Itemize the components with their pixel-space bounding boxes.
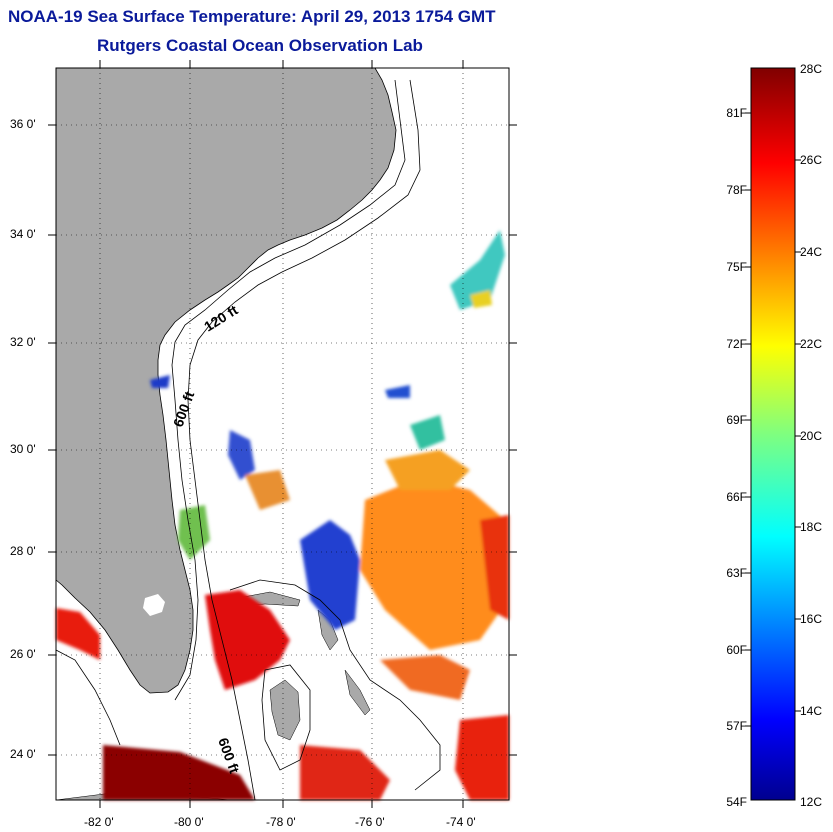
sst-patch-blue-small-2 [385,385,410,398]
bahamas-andros [269,679,301,741]
sst-patch-blue-streaks [300,520,360,630]
colorbar-f-label: 78F [726,183,747,197]
sst-patch-florida-straits [205,590,290,690]
lat-label: 28 0' [10,544,36,558]
colorbar-f-label: 81F [726,106,747,120]
colorbar-c-label: 12C [800,795,823,809]
lon-label: -80 0' [174,815,204,829]
contour-keys [55,649,121,746]
contour-600ft [187,79,421,801]
lon-label: -74 0' [446,815,476,829]
colorbar-c-label: 20C [800,429,823,443]
graticule [56,68,509,800]
map-title: NOAA-19 Sea Surface Temperature: April 2… [8,7,496,26]
sst-patch-bahamas-orange [380,655,470,700]
contour-bahamas-2 [261,664,311,771]
colorbar-c-label: 18C [800,520,823,534]
sst-patch-orange-west [245,470,290,510]
lat-label: 26 0' [10,647,36,661]
sst-patch-east-orange [360,478,508,650]
sst-patch-green-west [178,505,210,560]
colorbar-c-label: 26C [800,153,823,167]
contour-bahamas-1 [229,579,441,791]
colorbar [750,67,796,801]
colorbar-c-label: 14C [800,704,823,718]
colorbar-f-label: 54F [726,795,747,809]
lake-okeechobee [143,594,165,616]
sst-patches [56,230,509,800]
sst-patch-cyan-north [450,230,505,310]
colorbar-c-label: 28C [800,62,823,76]
sst-patch-gulf-stream-south [103,745,255,800]
lat-label: 32 0' [10,335,36,349]
sst-patch-florida-west [56,608,100,660]
sst-patch-blue-small [150,375,170,388]
sst-patch-se-red [455,715,509,800]
colorbar-c-label: 24C [800,245,823,259]
colorbar-f-label: 75F [726,260,747,274]
sst-patch-south-red [300,745,390,800]
colorbar-c-label: 16C [800,612,823,626]
lat-label: 30 0' [10,442,36,456]
colorbar-f-label: 60F [726,643,747,657]
bathymetry-contours [55,79,441,801]
bahamas-eleuthera [344,669,371,716]
colorbar-c-label: 22C [800,337,823,351]
lon-label: -76 0' [355,815,385,829]
colorbar-f-label: 69F [726,413,747,427]
sst-patch-blue-mid [228,430,255,480]
sst-patch-east-red [480,515,509,620]
lon-label: -78 0' [266,815,296,829]
colorbar-ticks [745,112,801,727]
colorbar-f-label: 66F [726,490,747,504]
sst-patch-green-mid [410,415,445,450]
colorbar-f-label: 57F [726,719,747,733]
lat-label: 24 0' [10,747,36,761]
land-mainland [55,67,397,694]
sst-patch-east-orange-2 [385,450,470,490]
lat-label: 36 0' [10,117,36,131]
colorbar-f-label: 72F [726,337,747,351]
map-ticks [48,60,517,808]
contour-120ft [171,79,406,701]
lat-label: 34 0' [10,227,36,241]
map-subtitle: Rutgers Coastal Ocean Observation Lab [97,36,423,55]
lon-label: -82 0' [84,815,114,829]
sst-patch-yellow-north [470,290,492,308]
colorbar-f-label: 63F [726,566,747,580]
